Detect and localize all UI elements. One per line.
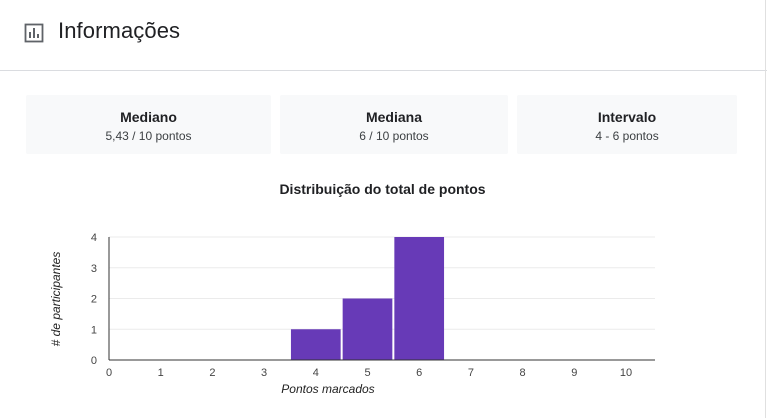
x-axis-title: Pontos marcados: [281, 382, 374, 396]
stat-value: 4 - 6 pontos: [595, 129, 659, 143]
x-tick-label: 4: [313, 367, 319, 379]
bar: [290, 329, 341, 360]
panel-divider: [765, 0, 766, 418]
stat-value: 6 / 10 pontos: [359, 129, 429, 143]
stat-label: Mediana: [365, 109, 422, 125]
page-title: Informações: [58, 18, 181, 43]
x-tick-label: 10: [620, 367, 632, 379]
y-tick-label: 2: [91, 294, 97, 306]
y-axis-title: # de participantes: [49, 252, 63, 347]
chart-title: Distribuição do total de pontos: [279, 181, 486, 197]
stat-label: Mediano: [120, 109, 177, 125]
header: Informações: [0, 0, 767, 71]
y-tick-label: 1: [91, 324, 97, 336]
x-tick-label: 5: [364, 367, 370, 379]
stat-card-range: Intervalo 4 - 6 pontos: [517, 95, 737, 154]
bar: [342, 298, 393, 360]
x-tick-label: 7: [468, 367, 474, 379]
x-tick-label: 1: [158, 367, 164, 379]
bar-chart-icon: [24, 23, 44, 43]
x-tick-label: 6: [416, 367, 422, 379]
x-tick-label: 0: [106, 367, 112, 379]
y-tick-label: 3: [91, 263, 97, 275]
stat-card-mean: Mediano 5,43 / 10 pontos: [26, 95, 271, 154]
bar: [394, 237, 445, 360]
x-tick-label: 8: [520, 367, 526, 379]
stat-value: 5,43 / 10 pontos: [105, 129, 192, 143]
x-tick-label: 9: [571, 367, 577, 379]
y-tick-label: 0: [91, 355, 97, 367]
y-tick-label: 4: [91, 232, 97, 244]
x-tick-label: 3: [261, 367, 267, 379]
stat-label: Intervalo: [597, 109, 657, 125]
x-tick-label: 2: [209, 367, 215, 379]
stat-card-median: Mediana 6 / 10 pontos: [280, 95, 508, 154]
